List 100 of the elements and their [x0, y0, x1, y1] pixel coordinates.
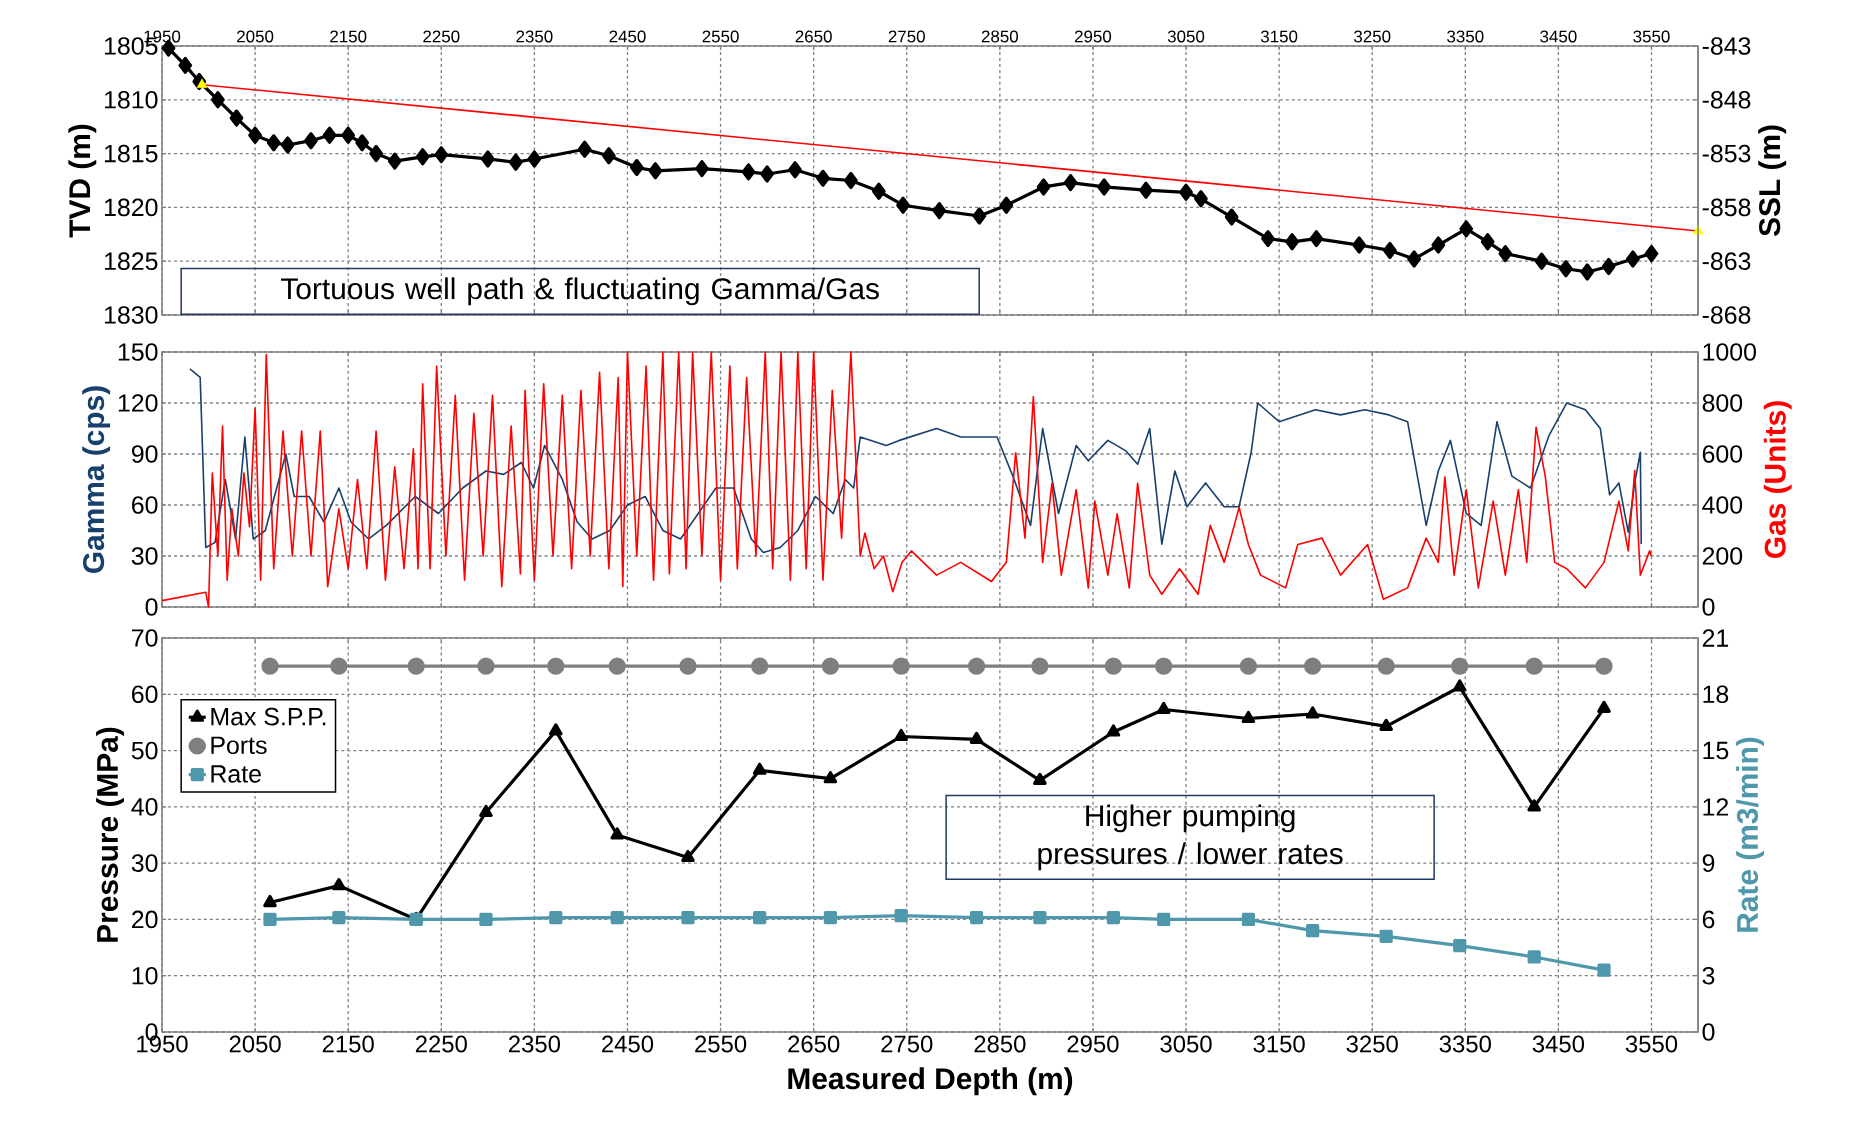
point	[648, 162, 663, 180]
y-tick-label: 30	[131, 547, 158, 565]
x-tick-label: 3250	[1346, 1035, 1398, 1053]
y-tick-label: 1810	[104, 90, 158, 109]
point	[387, 152, 402, 170]
annotation: Higher pumping pressures / lower rates	[1038, 804, 1343, 871]
x-axis-title: Measured Depth (m)	[788, 1067, 1073, 1096]
y-axis-title: TVD (m)	[68, 124, 97, 238]
point	[1156, 701, 1171, 715]
point	[1379, 718, 1393, 731]
x-tick-label: 2250	[415, 1035, 467, 1053]
point	[751, 657, 769, 675]
y-tick-label: 30	[131, 854, 158, 872]
point	[1453, 939, 1467, 953]
point	[1306, 924, 1320, 938]
point	[896, 196, 910, 214]
x-tick-label: 2750	[881, 1035, 933, 1053]
point	[1597, 700, 1611, 713]
point	[695, 160, 709, 178]
point	[788, 161, 802, 179]
y2-tick-label: -853	[1702, 144, 1751, 163]
point	[332, 878, 346, 891]
point	[479, 804, 493, 818]
point	[229, 109, 244, 127]
point	[248, 126, 262, 144]
point	[1525, 657, 1543, 675]
annotation: Tortuous well path & fluctuating Gamma/Gas	[281, 277, 879, 306]
point	[608, 657, 626, 675]
point	[1559, 260, 1573, 278]
x-tick-label: 3550	[1633, 30, 1670, 43]
point	[479, 912, 493, 927]
point	[1407, 250, 1421, 268]
point	[1597, 963, 1611, 977]
x-tick-label: 3550	[1625, 1035, 1678, 1053]
point	[1106, 910, 1121, 925]
point	[844, 171, 858, 190]
point	[332, 910, 346, 925]
point	[1224, 208, 1239, 226]
point	[263, 894, 277, 908]
x-tick-label: 2250	[423, 30, 460, 43]
y-tick-label: 50	[131, 741, 158, 760]
y2-tick-label: 3	[1702, 966, 1715, 985]
x-tick-label: 3150	[1253, 1035, 1305, 1053]
y-axis-title: Pressure (MPa)	[96, 727, 124, 942]
point	[280, 136, 295, 154]
y-tick-label: 90	[131, 445, 158, 463]
point	[415, 148, 430, 166]
x-tick-label: 2450	[609, 30, 646, 43]
x-tick-label: 2750	[888, 30, 925, 43]
x-tick-label: 3050	[1167, 30, 1205, 43]
point	[196, 78, 208, 88]
x-tick-label: 2050	[229, 1035, 281, 1053]
point	[1261, 229, 1275, 248]
point	[999, 196, 1014, 214]
y-axis-title: Gamma (cps)	[82, 386, 111, 573]
point	[629, 158, 644, 177]
x-tick-label: 3350	[1439, 1035, 1491, 1053]
point	[341, 126, 356, 144]
point	[261, 657, 279, 675]
point	[1431, 236, 1446, 254]
y2-tick-label: -848	[1702, 90, 1751, 109]
point	[1480, 233, 1495, 251]
point	[1377, 657, 1395, 675]
point	[1352, 236, 1367, 254]
x-tick-label: 2150	[322, 1035, 374, 1053]
point	[1106, 724, 1121, 737]
point	[322, 126, 337, 144]
y2-tick-label: 9	[1702, 854, 1715, 872]
point	[969, 910, 984, 925]
point	[1580, 263, 1595, 281]
point	[1379, 929, 1393, 943]
point	[1239, 657, 1257, 675]
y2-tick-label: 400	[1702, 496, 1743, 514]
x-tick-label: 3450	[1532, 1035, 1585, 1053]
y2-tick-label: -843	[1702, 37, 1751, 55]
x-tick-label: 3250	[1354, 30, 1391, 43]
y2-tick-label: 21	[1702, 629, 1729, 647]
point	[477, 657, 495, 675]
y-tick-label: 1825	[104, 252, 158, 271]
point	[679, 657, 697, 675]
y2-tick-label: 18	[1703, 685, 1729, 704]
point	[967, 657, 986, 675]
point	[304, 132, 318, 150]
y-tick-label: 120	[118, 394, 158, 412]
y-tick-label: 10	[132, 966, 158, 985]
y2-tick-label: -868	[1702, 306, 1751, 324]
y2-tick-label: 800	[1702, 394, 1743, 412]
x-tick-label: 2850	[981, 30, 1019, 43]
y2-tick-label: 0	[1702, 1023, 1715, 1041]
point	[178, 56, 193, 74]
x-tick-label: 2350	[516, 30, 553, 43]
y2-tick-label: -863	[1702, 252, 1751, 270]
x-tick-label: 2650	[788, 1035, 840, 1053]
legend-label: Rate	[211, 765, 261, 783]
point	[871, 182, 886, 200]
x-tick-label: 2950	[1074, 30, 1112, 43]
y-tick-label: 70	[132, 629, 158, 647]
y-tick-label: 40	[131, 798, 158, 816]
point	[1534, 252, 1549, 270]
point	[1527, 799, 1541, 812]
